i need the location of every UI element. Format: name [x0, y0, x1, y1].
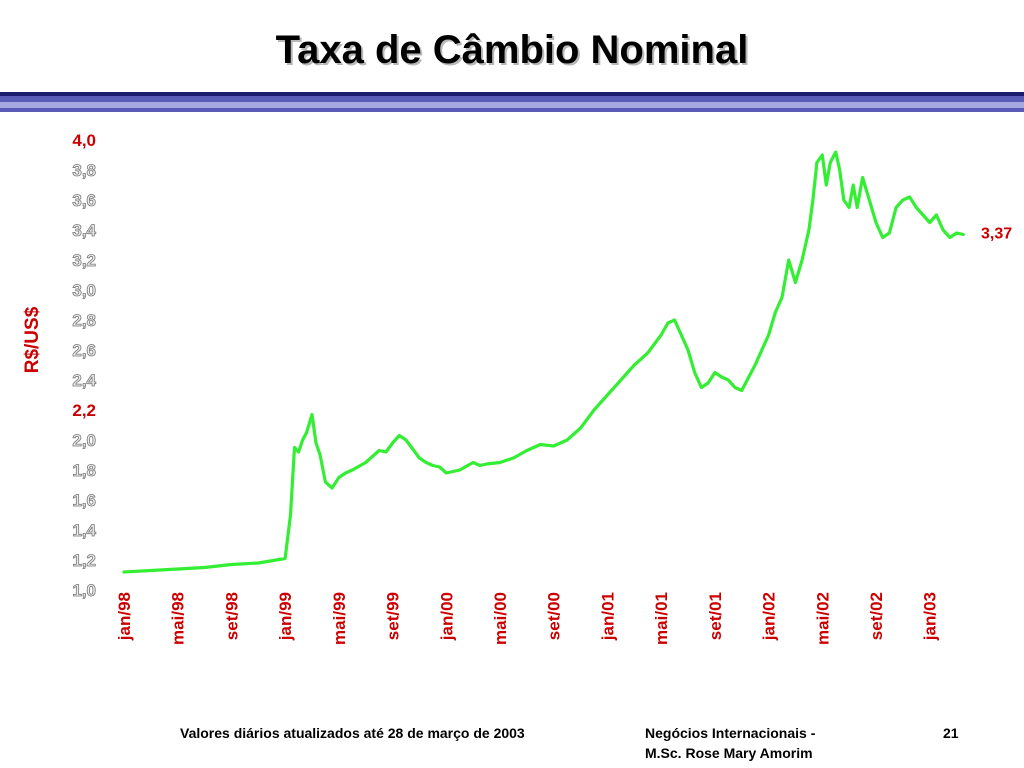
- y-tick-label: 1,2: [72, 551, 96, 570]
- x-tick-label: jan/00: [437, 592, 456, 641]
- x-axis-ticks: jan/98 mai/98 set/98 jan/99 mai/99 set/99 jan/…: [115, 592, 940, 645]
- x-tick-label: mai/98: [169, 592, 188, 645]
- footer-course-line-2: M.Sc. Rose Mary Amorim: [645, 745, 813, 761]
- series-line: [122, 150, 965, 574]
- y-axis-label: R$/US$: [22, 306, 43, 373]
- y-tick-label: 2,4: [72, 371, 96, 390]
- page-number: 21: [943, 725, 959, 741]
- slide-title: Taxa de Câmbio Nominal: [275, 28, 749, 72]
- y-tick-label: 2,2: [72, 401, 96, 420]
- y-tick-label: 4,0: [72, 131, 96, 150]
- x-tick-label: set/98: [222, 592, 241, 640]
- x-tick-label: set/02: [867, 592, 886, 640]
- footer-course-line-1: Negócios Internacionais -: [645, 725, 816, 741]
- x-tick-label: set/99: [384, 592, 403, 640]
- last-value-label: 3,37: [981, 226, 1012, 243]
- x-tick-label: mai/02: [813, 592, 832, 645]
- x-tick-label: set/01: [706, 592, 725, 640]
- footer-course: Negócios Internacionais - M.Sc. Rose Mar…: [645, 723, 875, 763]
- title-divider: [0, 92, 1024, 114]
- y-tick-label: 3,0: [72, 281, 96, 300]
- x-tick-label: jan/99: [276, 592, 295, 641]
- y-axis-ticks: 4,0 3,8 3,6 3,4 3,2 3,0 2,8 2,6 2,4 2,2 2,0 1,8 1,6 1…: [72, 131, 97, 600]
- y-tick-label: 3,4: [72, 221, 96, 240]
- y-tick-label: 3,2: [72, 251, 96, 270]
- x-tick-label: set/00: [545, 592, 564, 640]
- x-tick-label: mai/00: [491, 592, 510, 645]
- x-tick-label: mai/99: [330, 592, 349, 645]
- y-tick-label: 1,8: [72, 461, 96, 480]
- x-tick-label: jan/98: [115, 592, 134, 641]
- y-tick-label: 2,6: [72, 341, 96, 360]
- y-tick-label: 1,0: [72, 581, 96, 600]
- y-tick-label: 2,0: [72, 431, 96, 450]
- y-tick-label: 3,6: [72, 191, 96, 210]
- x-tick-label: jan/02: [760, 592, 779, 641]
- y-tick-label: 1,6: [72, 491, 96, 510]
- y-tick-label: 1,4: [72, 521, 96, 540]
- series-layer: [122, 150, 965, 574]
- x-tick-label: mai/01: [652, 592, 671, 645]
- y-tick-label: 3,8: [72, 161, 96, 180]
- y-tick-label: 2,8: [72, 311, 96, 330]
- x-tick-label: jan/03: [921, 592, 940, 641]
- footer-note: Valores diários atualizados até 28 de ma…: [180, 725, 525, 741]
- x-tick-label: jan/01: [598, 592, 617, 641]
